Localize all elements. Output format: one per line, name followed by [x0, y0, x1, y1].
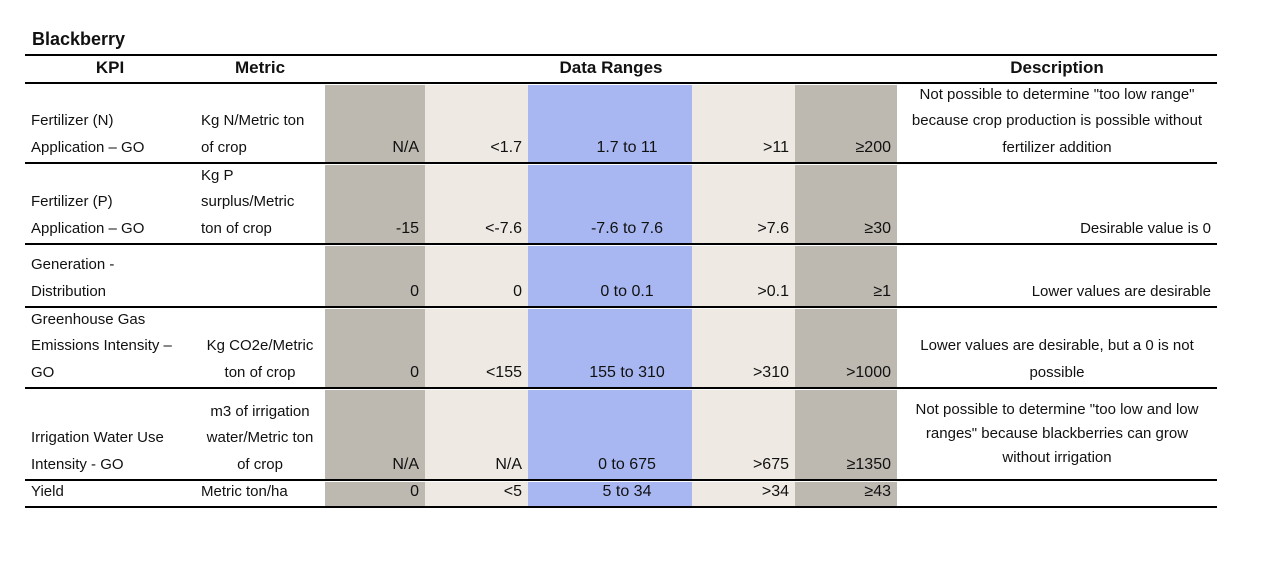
header-cell: Description	[1010, 57, 1104, 77]
range-cell: 5 to 34	[528, 482, 692, 507]
kpi-cell: Greenhouse Gas Emissions Intensity – GO	[31, 310, 172, 381]
row-rule	[25, 506, 1217, 508]
row-rule	[25, 387, 1217, 389]
kpi-cell: Irrigation Water Use Intensity - GO	[31, 429, 164, 473]
metric-cell: Kg P surplus/Metric ton of crop	[201, 166, 295, 237]
kpi-cell: Fertilizer (N) Application – GO	[31, 112, 145, 156]
range-cell: >0.1	[692, 246, 795, 307]
description-cell: Desirable value is 0	[1080, 219, 1211, 237]
range-cell: N/A	[425, 390, 528, 480]
header-cell: Metric	[234, 57, 286, 77]
header-cell: Data Ranges	[559, 57, 663, 77]
range-cell: >310	[692, 309, 795, 388]
kpi-cell: Fertilizer (P) Application – GO	[31, 193, 145, 237]
range-cell: ≥200	[795, 85, 897, 163]
description-cell: Lower values are desirable	[1031, 282, 1211, 300]
range-cell: -7.6 to 7.6	[528, 165, 692, 244]
metric-cell: m3 of irrigation water/Metric ton of cro…	[206, 402, 314, 473]
range-cell: <-7.6	[425, 165, 528, 244]
kpi-cell: Yield	[31, 482, 64, 500]
metric-cell: Kg CO2e/Metric ton of crop	[206, 337, 314, 381]
range-cell: 0	[325, 309, 425, 388]
row-rule	[25, 479, 1217, 481]
range-cell: >675	[692, 390, 795, 480]
metric-cell: Kg N/Metric ton of crop	[201, 112, 305, 156]
range-cell: <5	[425, 482, 528, 507]
range-cell: ≥1350	[795, 390, 897, 480]
metric-cell	[195, 246, 325, 307]
range-cell: >7.6	[692, 165, 795, 244]
range-cell: 0	[325, 482, 425, 507]
range-cell: >1000	[795, 309, 897, 388]
range-cell: >11	[692, 85, 795, 163]
range-cell: <1.7	[425, 85, 528, 163]
row-rule	[25, 54, 1217, 56]
range-cell: ≥30	[795, 165, 897, 244]
range-cell: 0 to 0.1	[528, 246, 692, 307]
metric-cell: Metric ton/ha	[201, 482, 288, 500]
table-title: Blackberry	[32, 28, 126, 49]
description-cell: Lower values are desirable, but a 0 is n…	[920, 337, 1194, 381]
range-cell: 0 to 675	[528, 390, 692, 480]
row-rule	[25, 162, 1217, 164]
range-cell: >34	[692, 482, 795, 507]
range-cell: 1.7 to 11	[528, 85, 692, 163]
description-cell: Not possible to determine "too low range…	[911, 85, 1203, 156]
row-rule	[25, 243, 1217, 245]
range-cell: 0	[325, 246, 425, 307]
description-cell: Not possible to determine "too low and l…	[915, 401, 1199, 466]
row-rule	[25, 82, 1217, 84]
row-rule	[25, 306, 1217, 308]
header-cell: KPI	[95, 57, 125, 77]
range-cell: <155	[425, 309, 528, 388]
range-cell: 0	[425, 246, 528, 307]
range-cell: ≥1	[795, 246, 897, 307]
range-cell: 155 to 310	[528, 309, 692, 388]
range-cell: N/A	[325, 85, 425, 163]
range-cell: N/A	[325, 390, 425, 480]
range-cell: ≥43	[795, 482, 897, 507]
range-cell: -15	[325, 165, 425, 244]
kpi-cell: Food Loss and Waste Generation - Distrib…	[31, 246, 176, 300]
